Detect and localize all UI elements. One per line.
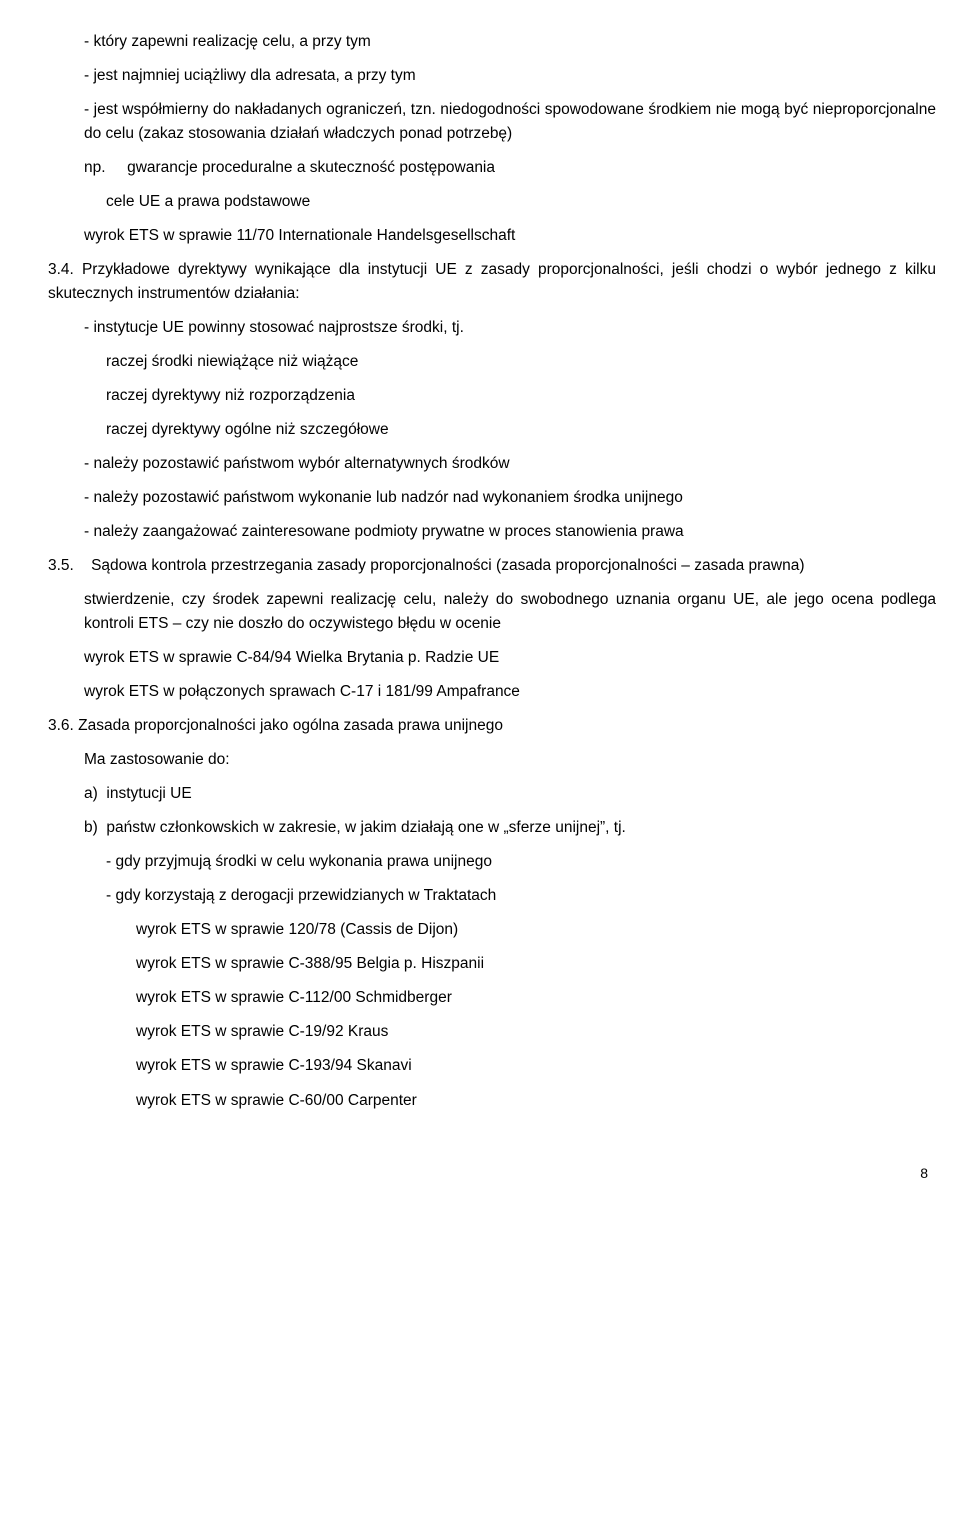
body-text: stwierdzenie, czy środek zapewni realiza… — [84, 588, 936, 636]
document-page: - który zapewni realizację celu, a przy … — [0, 0, 960, 1224]
example-line: np. gwarancje proceduralne a skuteczność… — [84, 156, 936, 180]
list-item: - który zapewni realizację celu, a przy … — [84, 30, 936, 54]
page-number: 8 — [48, 1163, 936, 1185]
ordered-item: b) państw członkowskich w zakresie, w ja… — [84, 816, 936, 840]
sub-item: - gdy korzystają z derogacji przewidzian… — [106, 884, 936, 908]
list-item: - jest współmierny do nakładanych ograni… — [84, 98, 936, 146]
list-item: - należy pozostawić państwom wykonanie l… — [84, 486, 936, 510]
list-item: - należy zaangażować zainteresowane podm… — [84, 520, 936, 544]
list-item: - jest najmniej uciążliwy dla adresata, … — [84, 64, 936, 88]
citation-line: wyrok ETS w sprawie C-193/94 Skanavi — [136, 1054, 936, 1078]
sub-item: raczej dyrektywy ogólne niż szczegółowe — [106, 418, 936, 442]
example-line: cele UE a prawa podstawowe — [106, 190, 936, 214]
body-text: Ma zastosowanie do: — [84, 748, 936, 772]
citation-line: wyrok ETS w połączonych sprawach C-17 i … — [84, 680, 936, 704]
citation-line: wyrok ETS w sprawie 11/70 Internationale… — [84, 224, 936, 248]
sub-item: raczej dyrektywy niż rozporządzenia — [106, 384, 936, 408]
section-heading: 3.4. Przykładowe dyrektywy wynikające dl… — [48, 258, 936, 306]
citation-line: wyrok ETS w sprawie C-19/92 Kraus — [136, 1020, 936, 1044]
ordered-item: a) instytucji UE — [84, 782, 936, 806]
list-item: - należy pozostawić państwom wybór alter… — [84, 452, 936, 476]
citation-line: wyrok ETS w sprawie C-84/94 Wielka Bryta… — [84, 646, 936, 670]
section-heading: 3.5. Sądowa kontrola przestrzegania zasa… — [48, 554, 936, 578]
citation-line: wyrok ETS w sprawie C-388/95 Belgia p. H… — [136, 952, 936, 976]
sub-item: raczej środki niewiążące niż wiążące — [106, 350, 936, 374]
sub-item: - gdy przyjmują środki w celu wykonania … — [106, 850, 936, 874]
citation-line: wyrok ETS w sprawie 120/78 (Cassis de Di… — [136, 918, 936, 942]
list-item: - instytucje UE powinny stosować najpros… — [84, 316, 936, 340]
citation-line: wyrok ETS w sprawie C-112/00 Schmidberge… — [136, 986, 936, 1010]
section-heading: 3.6. Zasada proporcjonalności jako ogóln… — [48, 714, 936, 738]
citation-line: wyrok ETS w sprawie C-60/00 Carpenter — [136, 1089, 936, 1113]
